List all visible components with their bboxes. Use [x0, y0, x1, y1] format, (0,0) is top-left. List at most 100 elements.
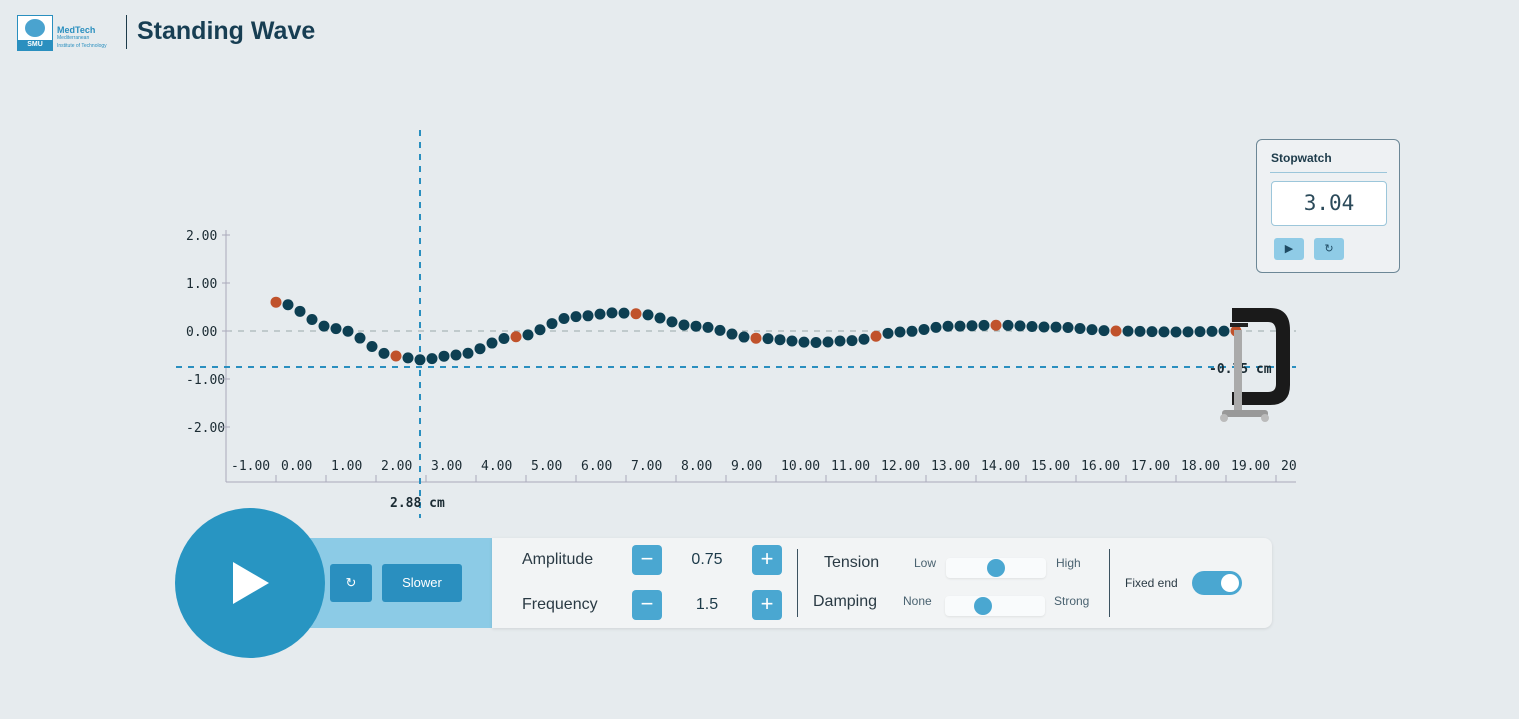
bead: [486, 337, 498, 349]
marker-bead: [750, 332, 762, 344]
x-tick-label: 12.00: [881, 459, 920, 474]
divider: [797, 549, 798, 617]
y-tick-label: 0.00: [186, 325, 217, 340]
bead: [294, 305, 306, 317]
bead: [678, 319, 690, 331]
bead: [282, 299, 294, 311]
bead: [330, 323, 342, 335]
play-button[interactable]: [175, 508, 325, 658]
bead: [618, 307, 630, 319]
divider: [126, 15, 127, 49]
bead: [1206, 325, 1218, 337]
amplitude-label: Amplitude: [522, 551, 594, 568]
x-tick-label: 16.00: [1081, 459, 1120, 474]
clamp-icon: [1220, 308, 1290, 422]
fixed-end-toggle[interactable]: [1192, 571, 1242, 595]
bead: [498, 333, 510, 345]
tension-high-label: High: [1056, 556, 1081, 570]
y-tick-label: -1.00: [186, 373, 225, 388]
bead: [762, 333, 774, 345]
bead: [342, 325, 354, 337]
bead: [642, 309, 654, 321]
bead: [894, 326, 906, 338]
bead: [1122, 325, 1134, 337]
bead: [1002, 319, 1014, 331]
bead: [378, 347, 390, 359]
bead: [906, 325, 918, 337]
stopwatch-display: 3.04: [1271, 181, 1387, 226]
bead: [930, 321, 942, 333]
page-title: Standing Wave: [137, 17, 316, 45]
stopwatch-reset-button[interactable]: ↻: [1314, 238, 1344, 260]
bead: [666, 316, 678, 328]
bead: [582, 310, 594, 322]
bead: [426, 353, 438, 365]
bead: [1194, 326, 1206, 338]
amplitude-minus-button[interactable]: −: [632, 545, 662, 575]
bead: [1026, 320, 1038, 332]
bead: [834, 335, 846, 347]
bead: [978, 319, 990, 331]
bead: [1158, 326, 1170, 338]
bead: [534, 324, 546, 336]
y-tick-label: 1.00: [186, 277, 217, 292]
bead: [1182, 326, 1194, 338]
tension-slider[interactable]: [946, 558, 1046, 578]
frequency-minus-button[interactable]: −: [632, 590, 662, 620]
damping-slider[interactable]: [945, 596, 1045, 616]
amplitude-plus-button[interactable]: +: [752, 545, 782, 575]
x-tick-label: -1.00: [231, 459, 270, 474]
brand: MedTech Mediterranean Institute of Technol…: [57, 25, 107, 50]
bead: [546, 318, 558, 330]
bead: [462, 347, 474, 359]
bead: [798, 336, 810, 348]
slower-button[interactable]: Slower: [382, 564, 462, 602]
stopwatch-play-button[interactable]: ▶: [1274, 238, 1304, 260]
x-tick-label: 18.00: [1181, 459, 1220, 474]
bead: [1218, 325, 1230, 337]
stopwatch-title: Stopwatch: [1271, 151, 1332, 165]
bead: [438, 350, 450, 362]
damping-label: Damping: [813, 593, 878, 610]
bead: [858, 333, 870, 345]
bead: [606, 307, 618, 319]
bead: [318, 320, 330, 332]
frequency-plus-button[interactable]: +: [752, 590, 782, 620]
bead: [1170, 326, 1182, 338]
frequency-label: Frequency: [522, 596, 598, 613]
bead: [1038, 321, 1050, 333]
tension-slider-thumb[interactable]: [987, 559, 1005, 577]
bead: [702, 321, 714, 333]
bead: [810, 337, 822, 349]
x-tick-label: 8.00: [681, 459, 712, 474]
x-tick-label: 11.00: [831, 459, 870, 474]
bead: [354, 332, 366, 344]
logo: SMU: [17, 15, 53, 51]
bead: [1074, 322, 1086, 334]
bead: [726, 328, 738, 340]
marker-bead: [390, 350, 402, 362]
bead: [306, 313, 318, 325]
tension-label: Tension: [824, 554, 880, 571]
x-tick-label: 2.00: [381, 459, 412, 474]
bead: [738, 331, 750, 343]
x-tick-label: 7.00: [631, 459, 662, 474]
x-tick-label: 14.00: [981, 459, 1020, 474]
fixed-end-label: Fixed end: [1125, 576, 1178, 590]
x-tick-label: 20: [1281, 459, 1297, 474]
bead: [1134, 325, 1146, 337]
bead: [474, 343, 486, 355]
x-tick-label: 10.00: [781, 459, 820, 474]
x-tick-label: 13.00: [931, 459, 970, 474]
bead: [942, 320, 954, 332]
damping-slider-thumb[interactable]: [973, 597, 992, 615]
damping-high-label: Strong: [1054, 594, 1090, 608]
stopwatch-panel[interactable]: Stopwatch 3.04 ▶ ↻: [1256, 139, 1400, 273]
bead: [786, 335, 798, 347]
reset-button[interactable]: ↻: [330, 564, 372, 602]
bead: [966, 320, 978, 332]
marker-bead: [870, 330, 882, 342]
bead: [714, 324, 726, 336]
bead: [822, 336, 834, 348]
